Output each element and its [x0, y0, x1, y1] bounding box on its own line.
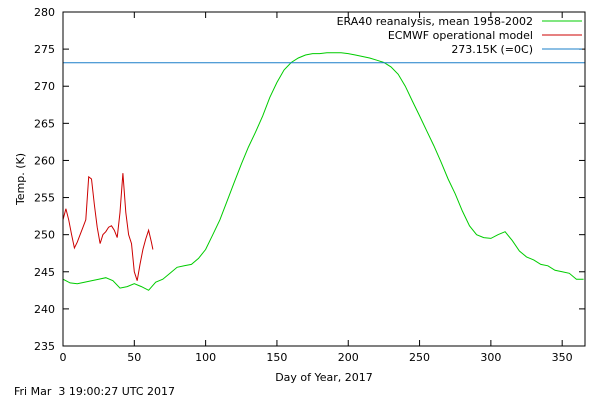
y-tick-label-8: 275: [34, 43, 55, 56]
y-tick-label-4: 255: [34, 192, 55, 205]
x-tick-label-3: 150: [266, 351, 287, 364]
x-tick-label-5: 250: [409, 351, 430, 364]
x-axis-title: Day of Year, 2017: [275, 371, 373, 384]
ticks-layer: 0 50 100 150 200 250 300 350 235 240 245 250 255 260 2…: [34, 6, 585, 364]
footer-timestamp: Fri Mar 3 19:00:27 UTC 2017: [14, 385, 175, 398]
y-tick-label-6: 265: [34, 117, 55, 130]
plot-frame: [62, 11, 586, 347]
y-tick-label-0: 235: [34, 340, 55, 353]
y-tick-label-9: 280: [34, 6, 55, 19]
series-line-1: [62, 173, 154, 281]
x-tick-label-1: 50: [127, 351, 141, 364]
legend-label-2: 273.15K (=0C): [451, 43, 533, 56]
series-line-0: [62, 52, 584, 291]
y-tick-label-2: 245: [34, 266, 55, 279]
x-tick-label-6: 300: [480, 351, 501, 364]
y-tick-label-1: 240: [34, 303, 55, 316]
legend-label-1: ECMWF operational model: [388, 29, 533, 42]
x-tick-label-0: 0: [60, 351, 67, 364]
x-tick-label-2: 100: [195, 351, 216, 364]
legend-label-0: ERA40 reanalysis, mean 1958-2002: [337, 15, 533, 28]
series-layer: [62, 52, 585, 291]
y-tick-label-3: 250: [34, 229, 55, 242]
x-tick-label-4: 200: [338, 351, 359, 364]
y-tick-label-5: 260: [34, 154, 55, 167]
x-tick-label-7: 350: [552, 351, 573, 364]
y-axis-title: Temp. (K): [14, 153, 27, 206]
y-tick-label-7: 270: [34, 80, 55, 93]
